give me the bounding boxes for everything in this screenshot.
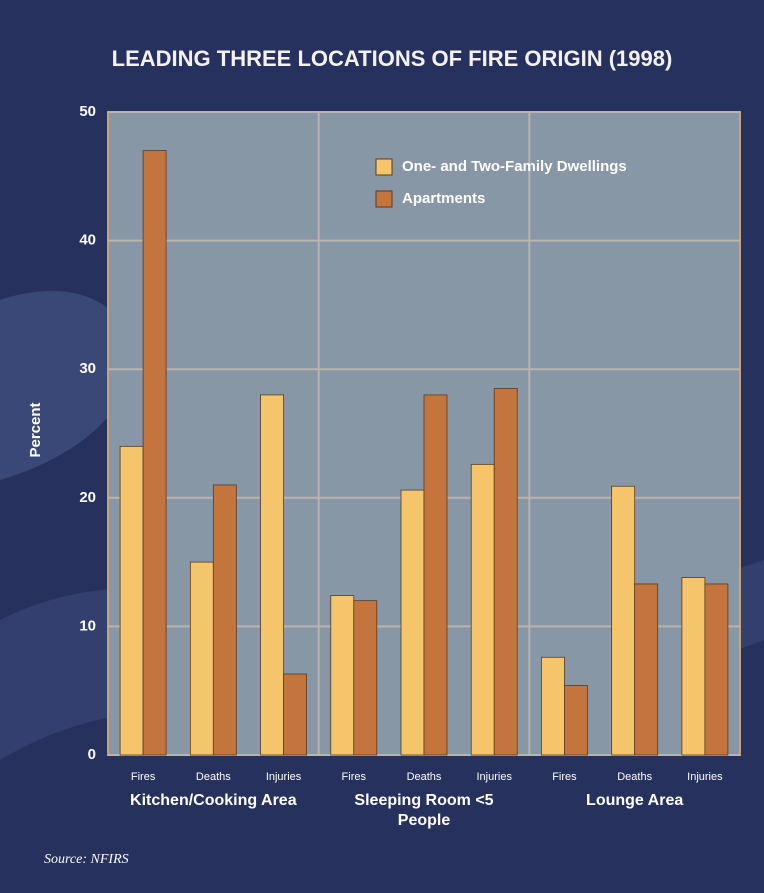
y-tick-label: 30 (79, 360, 96, 377)
x-tick-label: Deaths (617, 771, 652, 783)
source: Source: NFIRS (44, 852, 129, 867)
x-tick-label: Fires (131, 771, 156, 783)
bar (400, 489, 425, 756)
legend-swatch (375, 158, 393, 176)
group-label: Lounge Area (586, 792, 684, 809)
group-label: Kitchen/Cooking Area (130, 792, 297, 809)
bar (681, 577, 706, 756)
bar (260, 394, 284, 756)
y-tick-label: 40 (79, 232, 96, 249)
y-tick-label: 10 (79, 617, 96, 634)
bar (189, 561, 214, 756)
y-tick-label: 20 (79, 489, 96, 506)
x-tick-label: Deaths (196, 771, 231, 783)
bar (330, 595, 355, 756)
bar (423, 394, 448, 756)
x-tick-label: Deaths (407, 771, 442, 783)
bar (119, 445, 144, 756)
bar (634, 583, 659, 756)
y-axis-label: Percent (27, 402, 44, 457)
legend-swatch (375, 190, 393, 208)
bar (611, 485, 636, 756)
bar (142, 150, 167, 756)
bar (541, 656, 565, 756)
legend-label: One- and Two-Family Dwellings (402, 158, 627, 175)
bar (704, 583, 729, 756)
group-label: Sleeping Room <5 People (354, 792, 494, 829)
bar (564, 685, 588, 756)
bar (212, 484, 237, 756)
chart-title: LEADING THREE LOCATIONS OF FIRE ORIGIN (… (112, 46, 673, 71)
y-tick-label: 0 (88, 746, 96, 763)
x-tick-label: Injuries (476, 771, 512, 783)
bar (493, 388, 518, 756)
bar (470, 463, 495, 756)
y-tick-label: 50 (79, 103, 96, 120)
bar (353, 600, 378, 756)
x-tick-label: Injuries (687, 771, 723, 783)
x-tick-label: Fires (342, 771, 367, 783)
bar (283, 673, 307, 756)
x-tick-label: Injuries (266, 771, 302, 783)
legend-label: Apartments (402, 190, 485, 207)
bg-stripe (0, 290, 132, 480)
x-tick-label: Fires (552, 771, 577, 783)
